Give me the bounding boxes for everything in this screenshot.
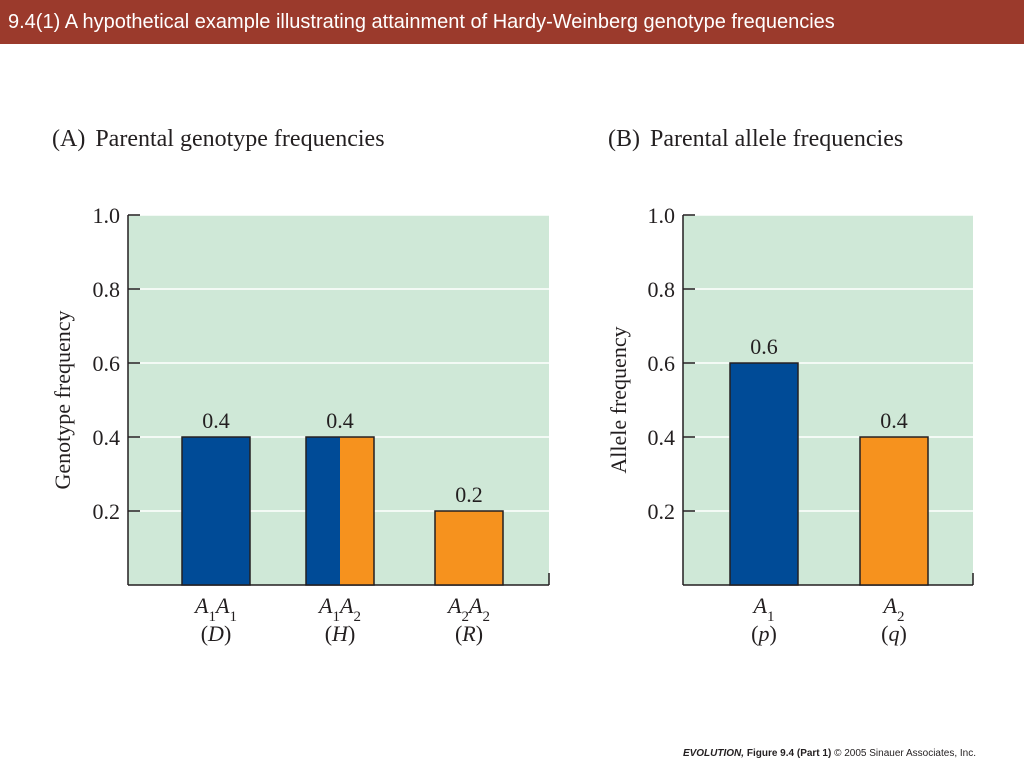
panel-b-title-text: Parental allele frequencies bbox=[650, 126, 904, 152]
y-tick-label-b: 0.8 bbox=[648, 277, 676, 302]
bar-b-a1-outline bbox=[729, 362, 799, 586]
y-tick-label-a: 0.6 bbox=[93, 351, 121, 376]
bar-b-a2-segment bbox=[860, 437, 928, 585]
copyright: © 2005 Sinauer Associates, Inc. bbox=[834, 748, 976, 759]
category-symbol-b-q: (q) bbox=[881, 621, 907, 646]
data-label-b-a2: 0.4 bbox=[880, 408, 908, 433]
panel-b-title: (B) Parental allele frequencies bbox=[608, 126, 903, 153]
y-axis-label-a: Genotype frequency bbox=[50, 311, 75, 490]
y-tick-label-a: 0.8 bbox=[93, 277, 121, 302]
figure-credit: EVOLUTION, Figure 9.4 (Part 1) © 2005 Si… bbox=[683, 748, 976, 759]
y-tick-label-b: 0.6 bbox=[648, 351, 676, 376]
bar-a-a1a2-segment bbox=[340, 437, 374, 585]
y-tick-label-b: 1.0 bbox=[648, 203, 676, 228]
y-axis-label-b: Allele frequency bbox=[606, 326, 631, 473]
data-label-b-a1: 0.6 bbox=[750, 334, 778, 359]
y-tick-label-a: 0.4 bbox=[93, 425, 121, 450]
bar-b-a1-segment bbox=[730, 363, 798, 585]
y-tick-label-b: 0.4 bbox=[648, 425, 676, 450]
slide-title: 9.4(1) A hypothetical example illustrati… bbox=[0, 0, 1024, 44]
category-symbol-a-d: (D) bbox=[201, 621, 232, 646]
data-label-a-a1a1: 0.4 bbox=[202, 408, 230, 433]
category-label-a-a2a2: A2A2 bbox=[446, 593, 490, 625]
category-label-a-a1a1: A1A1 bbox=[193, 593, 237, 625]
y-tick-label-a: 0.2 bbox=[93, 499, 121, 524]
category-symbol-a-r: (R) bbox=[455, 621, 483, 646]
book-title: EVOLUTION, bbox=[682, 748, 745, 759]
category-symbol-b-p: (p) bbox=[751, 621, 777, 646]
bar-a-a1a1-segment bbox=[216, 437, 250, 585]
bar-a-a1a2-outline bbox=[305, 436, 375, 586]
y-tick-label-b: 0.2 bbox=[648, 499, 676, 524]
bar-a-a1a2-segment bbox=[306, 437, 340, 585]
bar-a-a2a2-segment bbox=[469, 511, 503, 585]
bar-a-a2a2-outline bbox=[434, 510, 504, 586]
panel-b-letter: (B) bbox=[608, 126, 640, 152]
figure-number: Figure 9.4 (Part 1) bbox=[746, 748, 832, 759]
bar-a-a1a1-segment bbox=[182, 437, 216, 585]
panel-a-title-text: Parental genotype frequencies bbox=[95, 126, 385, 152]
category-label-a-a1a2: A1A2 bbox=[317, 593, 361, 625]
category-label-b-a1: A1 bbox=[752, 593, 775, 625]
panel-a-title: (A) Parental genotype frequencies bbox=[52, 126, 385, 153]
bar-b-a2-outline bbox=[859, 436, 929, 586]
category-symbol-a-h: (H) bbox=[325, 621, 356, 646]
data-label-a-a2a2: 0.2 bbox=[455, 482, 483, 507]
bar-a-a1a1-outline bbox=[181, 436, 251, 586]
panel-a-letter: (A) bbox=[52, 126, 86, 152]
data-label-a-a1a2: 0.4 bbox=[326, 408, 354, 433]
category-label-b-a2: A2 bbox=[882, 593, 905, 625]
bar-a-a2a2-segment bbox=[435, 511, 469, 585]
plot-area-b bbox=[683, 215, 973, 585]
y-tick-label-a: 1.0 bbox=[93, 203, 121, 228]
